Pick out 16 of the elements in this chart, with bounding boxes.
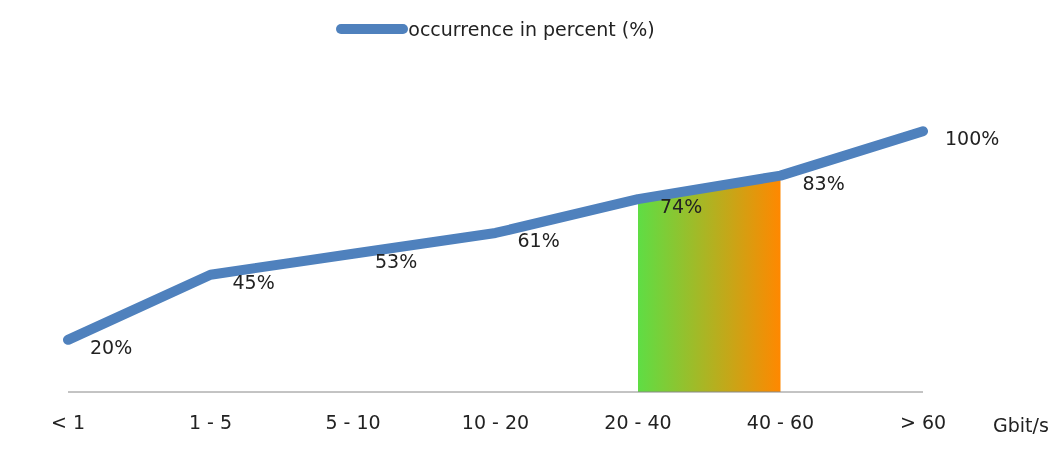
data-label: 61% bbox=[517, 228, 560, 251]
data-label: 100% bbox=[945, 127, 1000, 150]
x-tick-label: < 1 bbox=[50, 411, 86, 434]
data-label: 74% bbox=[660, 195, 703, 218]
x-tick-label: > 60 bbox=[899, 411, 947, 434]
data-label: 53% bbox=[375, 249, 418, 272]
x-tick-label: 1 - 5 bbox=[188, 411, 233, 434]
data-label: 83% bbox=[802, 171, 845, 194]
x-tick-label: 20 - 40 bbox=[604, 411, 672, 434]
x-tick-label: 5 - 10 bbox=[325, 411, 381, 434]
legend-label: occurrence in percent (%) bbox=[408, 18, 655, 40]
x-tick-label: 10 - 20 bbox=[461, 411, 530, 434]
data-label: 45% bbox=[232, 270, 275, 293]
x-tick-label: 40 - 60 bbox=[746, 411, 815, 434]
x-axis-title: Gbit/s bbox=[993, 413, 1049, 436]
data-label: 20% bbox=[90, 335, 133, 358]
